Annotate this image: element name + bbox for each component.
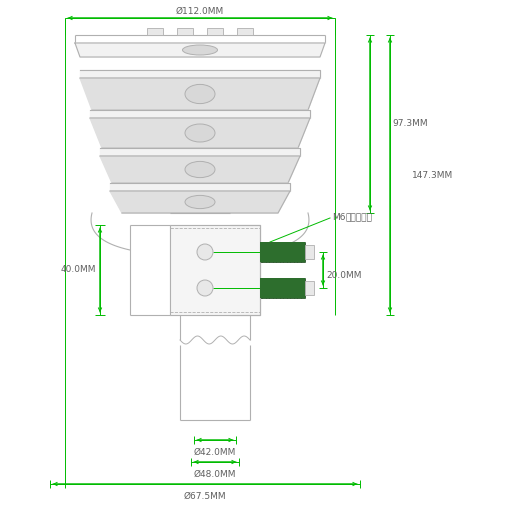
Ellipse shape <box>185 84 215 103</box>
Ellipse shape <box>185 124 215 142</box>
Polygon shape <box>90 110 310 118</box>
Text: 40.0MM: 40.0MM <box>60 266 96 275</box>
Bar <box>260 278 305 298</box>
Ellipse shape <box>183 45 218 55</box>
Text: Ø67.5MM: Ø67.5MM <box>184 491 227 500</box>
Text: Ø48.0MM: Ø48.0MM <box>194 470 236 479</box>
Ellipse shape <box>185 162 215 178</box>
Bar <box>305 281 314 295</box>
Text: 97.3MM: 97.3MM <box>392 119 428 128</box>
Circle shape <box>197 244 213 260</box>
Polygon shape <box>90 118 310 148</box>
Polygon shape <box>100 148 300 156</box>
Circle shape <box>197 280 213 296</box>
Polygon shape <box>75 43 325 57</box>
FancyBboxPatch shape <box>177 28 193 35</box>
Polygon shape <box>100 156 300 183</box>
Text: 147.3MM: 147.3MM <box>412 171 453 180</box>
Polygon shape <box>80 78 320 110</box>
Polygon shape <box>80 70 320 78</box>
Ellipse shape <box>185 196 215 209</box>
FancyBboxPatch shape <box>237 28 253 35</box>
Polygon shape <box>110 183 290 191</box>
Bar <box>170 228 260 312</box>
Polygon shape <box>110 191 290 213</box>
Polygon shape <box>170 225 260 315</box>
Text: 内六方螺丝: 内六方螺丝 <box>346 214 373 223</box>
Text: M6: M6 <box>332 214 346 223</box>
Bar <box>260 242 305 262</box>
Bar <box>305 245 314 259</box>
FancyBboxPatch shape <box>147 28 163 35</box>
Text: Ø42.0MM: Ø42.0MM <box>194 447 236 456</box>
FancyBboxPatch shape <box>207 28 223 35</box>
Text: 20.0MM: 20.0MM <box>326 270 362 279</box>
Text: Ø112.0MM: Ø112.0MM <box>176 6 224 15</box>
